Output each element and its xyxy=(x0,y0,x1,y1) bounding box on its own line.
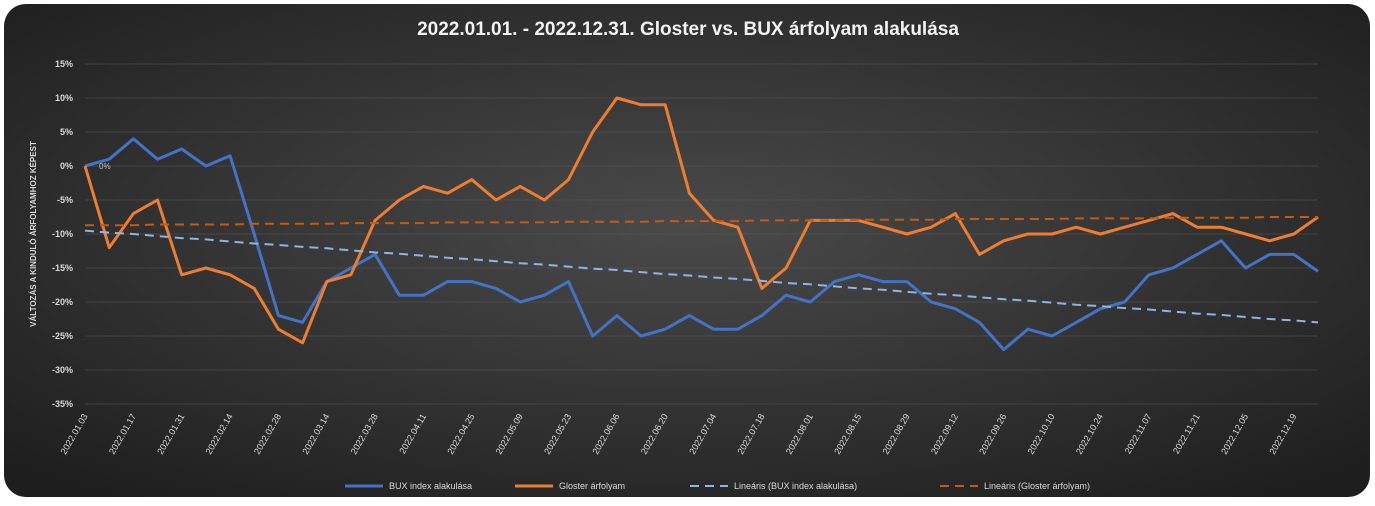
y-tick-label: 10% xyxy=(55,93,73,103)
legend-label: BUX index alakulása xyxy=(389,481,472,491)
y-tick-label: -30% xyxy=(52,365,73,375)
y-axis-label: VÁLTOZÁS A KINDULÓ ÁRFOLYAMHOZ KÉPEST xyxy=(29,141,38,327)
y-tick-label: -15% xyxy=(52,263,73,273)
y-tick-label: -35% xyxy=(52,399,73,409)
y-tick-label: -5% xyxy=(57,195,73,205)
series-line xyxy=(84,229,1319,324)
legend-label: Gloster árfolyam xyxy=(559,481,625,491)
y-tick-label: -10% xyxy=(52,229,73,239)
chart-title: 2022.01.01. - 2022.12.31. Gloster vs. BU… xyxy=(417,19,959,40)
legend-label: Lineáris (BUX index alakulása) xyxy=(734,481,857,491)
annotation: 0% xyxy=(99,162,111,171)
y-tick-label: 15% xyxy=(55,59,73,69)
y-tick-label: -20% xyxy=(52,297,73,307)
y-tick-label: 5% xyxy=(60,127,73,137)
y-tick-label: -25% xyxy=(52,331,73,341)
series-line xyxy=(84,137,1319,352)
background xyxy=(4,4,1370,497)
legend-label: Lineáris (Gloster árfolyam) xyxy=(984,481,1090,491)
series-line xyxy=(83,96,1319,345)
series-line xyxy=(85,216,1318,227)
y-tick-label: 0% xyxy=(60,161,73,171)
